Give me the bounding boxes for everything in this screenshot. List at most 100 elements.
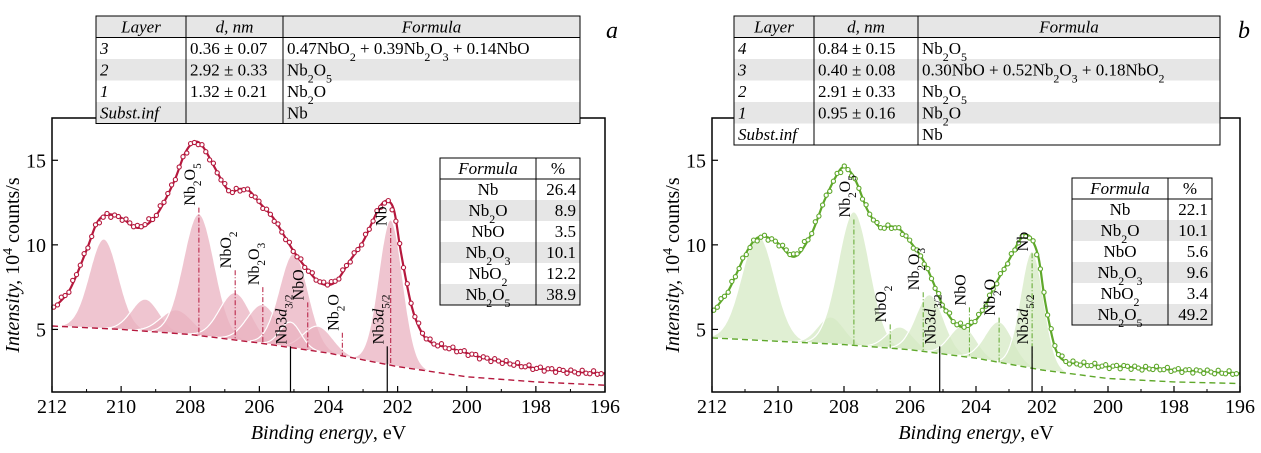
data-point <box>503 357 509 364</box>
y-tick-label: 5 <box>696 319 706 341</box>
y-tick-label: 10 <box>686 235 706 257</box>
data-point <box>1034 252 1040 258</box>
x-tick-label: 198 <box>521 396 551 418</box>
data-point <box>874 219 880 226</box>
data-point <box>1059 353 1065 359</box>
data-point <box>965 322 971 329</box>
data-point <box>233 185 239 192</box>
data-point <box>990 286 996 292</box>
data-point <box>928 275 935 282</box>
data-point <box>997 270 1004 277</box>
panel-label: a <box>606 18 618 44</box>
x-tick-label: 196 <box>590 396 620 418</box>
data-point <box>1222 371 1229 377</box>
layer-table-row-bg <box>96 102 580 124</box>
data-point <box>340 267 346 273</box>
layer-table-cell-layer: 1 <box>100 82 109 101</box>
composition-table-cell-value: 10.1 <box>546 243 576 262</box>
data-point <box>332 278 338 284</box>
data-point <box>1124 363 1131 369</box>
data-point <box>921 261 927 267</box>
composition-table-row-bg <box>1072 304 1212 325</box>
peak-label-2: Nb2O3 <box>906 247 928 290</box>
data-point <box>564 370 570 376</box>
composition-table-border <box>1071 177 1213 326</box>
data-point <box>165 190 171 197</box>
data-point <box>438 341 445 347</box>
data-point <box>1063 358 1069 365</box>
peak-label-1: NbO2 <box>218 232 240 269</box>
data-point <box>1128 366 1134 372</box>
x-tick-label: 208 <box>829 396 859 418</box>
data-point <box>932 285 938 291</box>
data-point <box>1113 362 1120 369</box>
composition-table-cell-value: 3.4 <box>1187 284 1209 303</box>
data-point <box>983 303 989 309</box>
data-point <box>1201 370 1207 377</box>
data-point <box>1041 289 1047 295</box>
data-point <box>294 254 300 260</box>
data-point <box>138 224 144 230</box>
composition-table-cell-value: 10.1 <box>1178 221 1208 240</box>
data-point <box>473 351 479 358</box>
data-point <box>127 220 133 226</box>
data-point <box>798 246 804 253</box>
composition-table-cell-formula: NbO <box>1103 242 1136 261</box>
data-point <box>168 182 175 188</box>
data-point <box>450 344 456 350</box>
data-point <box>252 194 258 200</box>
data-point <box>359 242 365 248</box>
data-point <box>290 248 296 255</box>
data-point <box>914 247 920 253</box>
data-point <box>809 230 815 237</box>
background-line <box>51 325 606 386</box>
data-point <box>841 163 847 169</box>
composition-table-cell-value: 22.1 <box>1178 200 1208 219</box>
layer-table-header: d, nm <box>847 18 885 37</box>
data-point <box>859 196 866 202</box>
data-point <box>852 176 858 182</box>
data-point <box>718 296 724 302</box>
data-point <box>203 149 209 155</box>
peak-label-4: Nb2O <box>982 279 1004 316</box>
data-point <box>736 265 742 272</box>
data-point <box>499 360 505 367</box>
data-point <box>1233 371 1240 377</box>
data-point <box>400 264 407 271</box>
data-point <box>772 238 779 244</box>
data-point <box>77 262 83 268</box>
data-point <box>823 192 829 198</box>
data-point <box>1197 368 1203 374</box>
data-point <box>779 242 786 248</box>
data-point <box>1175 365 1181 372</box>
data-point <box>153 212 160 219</box>
data-point <box>729 278 735 285</box>
data-point <box>1190 370 1196 376</box>
data-point <box>526 362 532 368</box>
data-point <box>1088 362 1094 369</box>
data-point <box>1066 361 1073 367</box>
x-tick-label: 200 <box>1093 396 1123 418</box>
layer-table-cell-d: 2.92 ± 0.33 <box>190 61 267 80</box>
composition-table-bg <box>440 158 580 305</box>
data-point <box>54 302 61 308</box>
data-point <box>946 310 953 316</box>
composition-table-header: Formula <box>457 159 518 178</box>
data-point <box>404 281 410 287</box>
data-point <box>149 216 156 223</box>
data-point <box>184 150 190 156</box>
layer-table-header-bg <box>734 16 1220 38</box>
data-point <box>416 320 422 326</box>
data-point <box>1164 364 1171 371</box>
data-point <box>994 281 1000 287</box>
data-point <box>492 356 498 362</box>
layer-table-header: Layer <box>120 18 161 37</box>
layer-table-cell-d: 0.36 ± 0.07 <box>190 39 268 58</box>
data-point <box>1081 359 1087 365</box>
data-point <box>1211 371 1218 377</box>
data-point <box>263 206 270 212</box>
layer-table-cell-d: 0.95 ± 0.16 <box>818 104 895 123</box>
data-point <box>267 211 274 217</box>
